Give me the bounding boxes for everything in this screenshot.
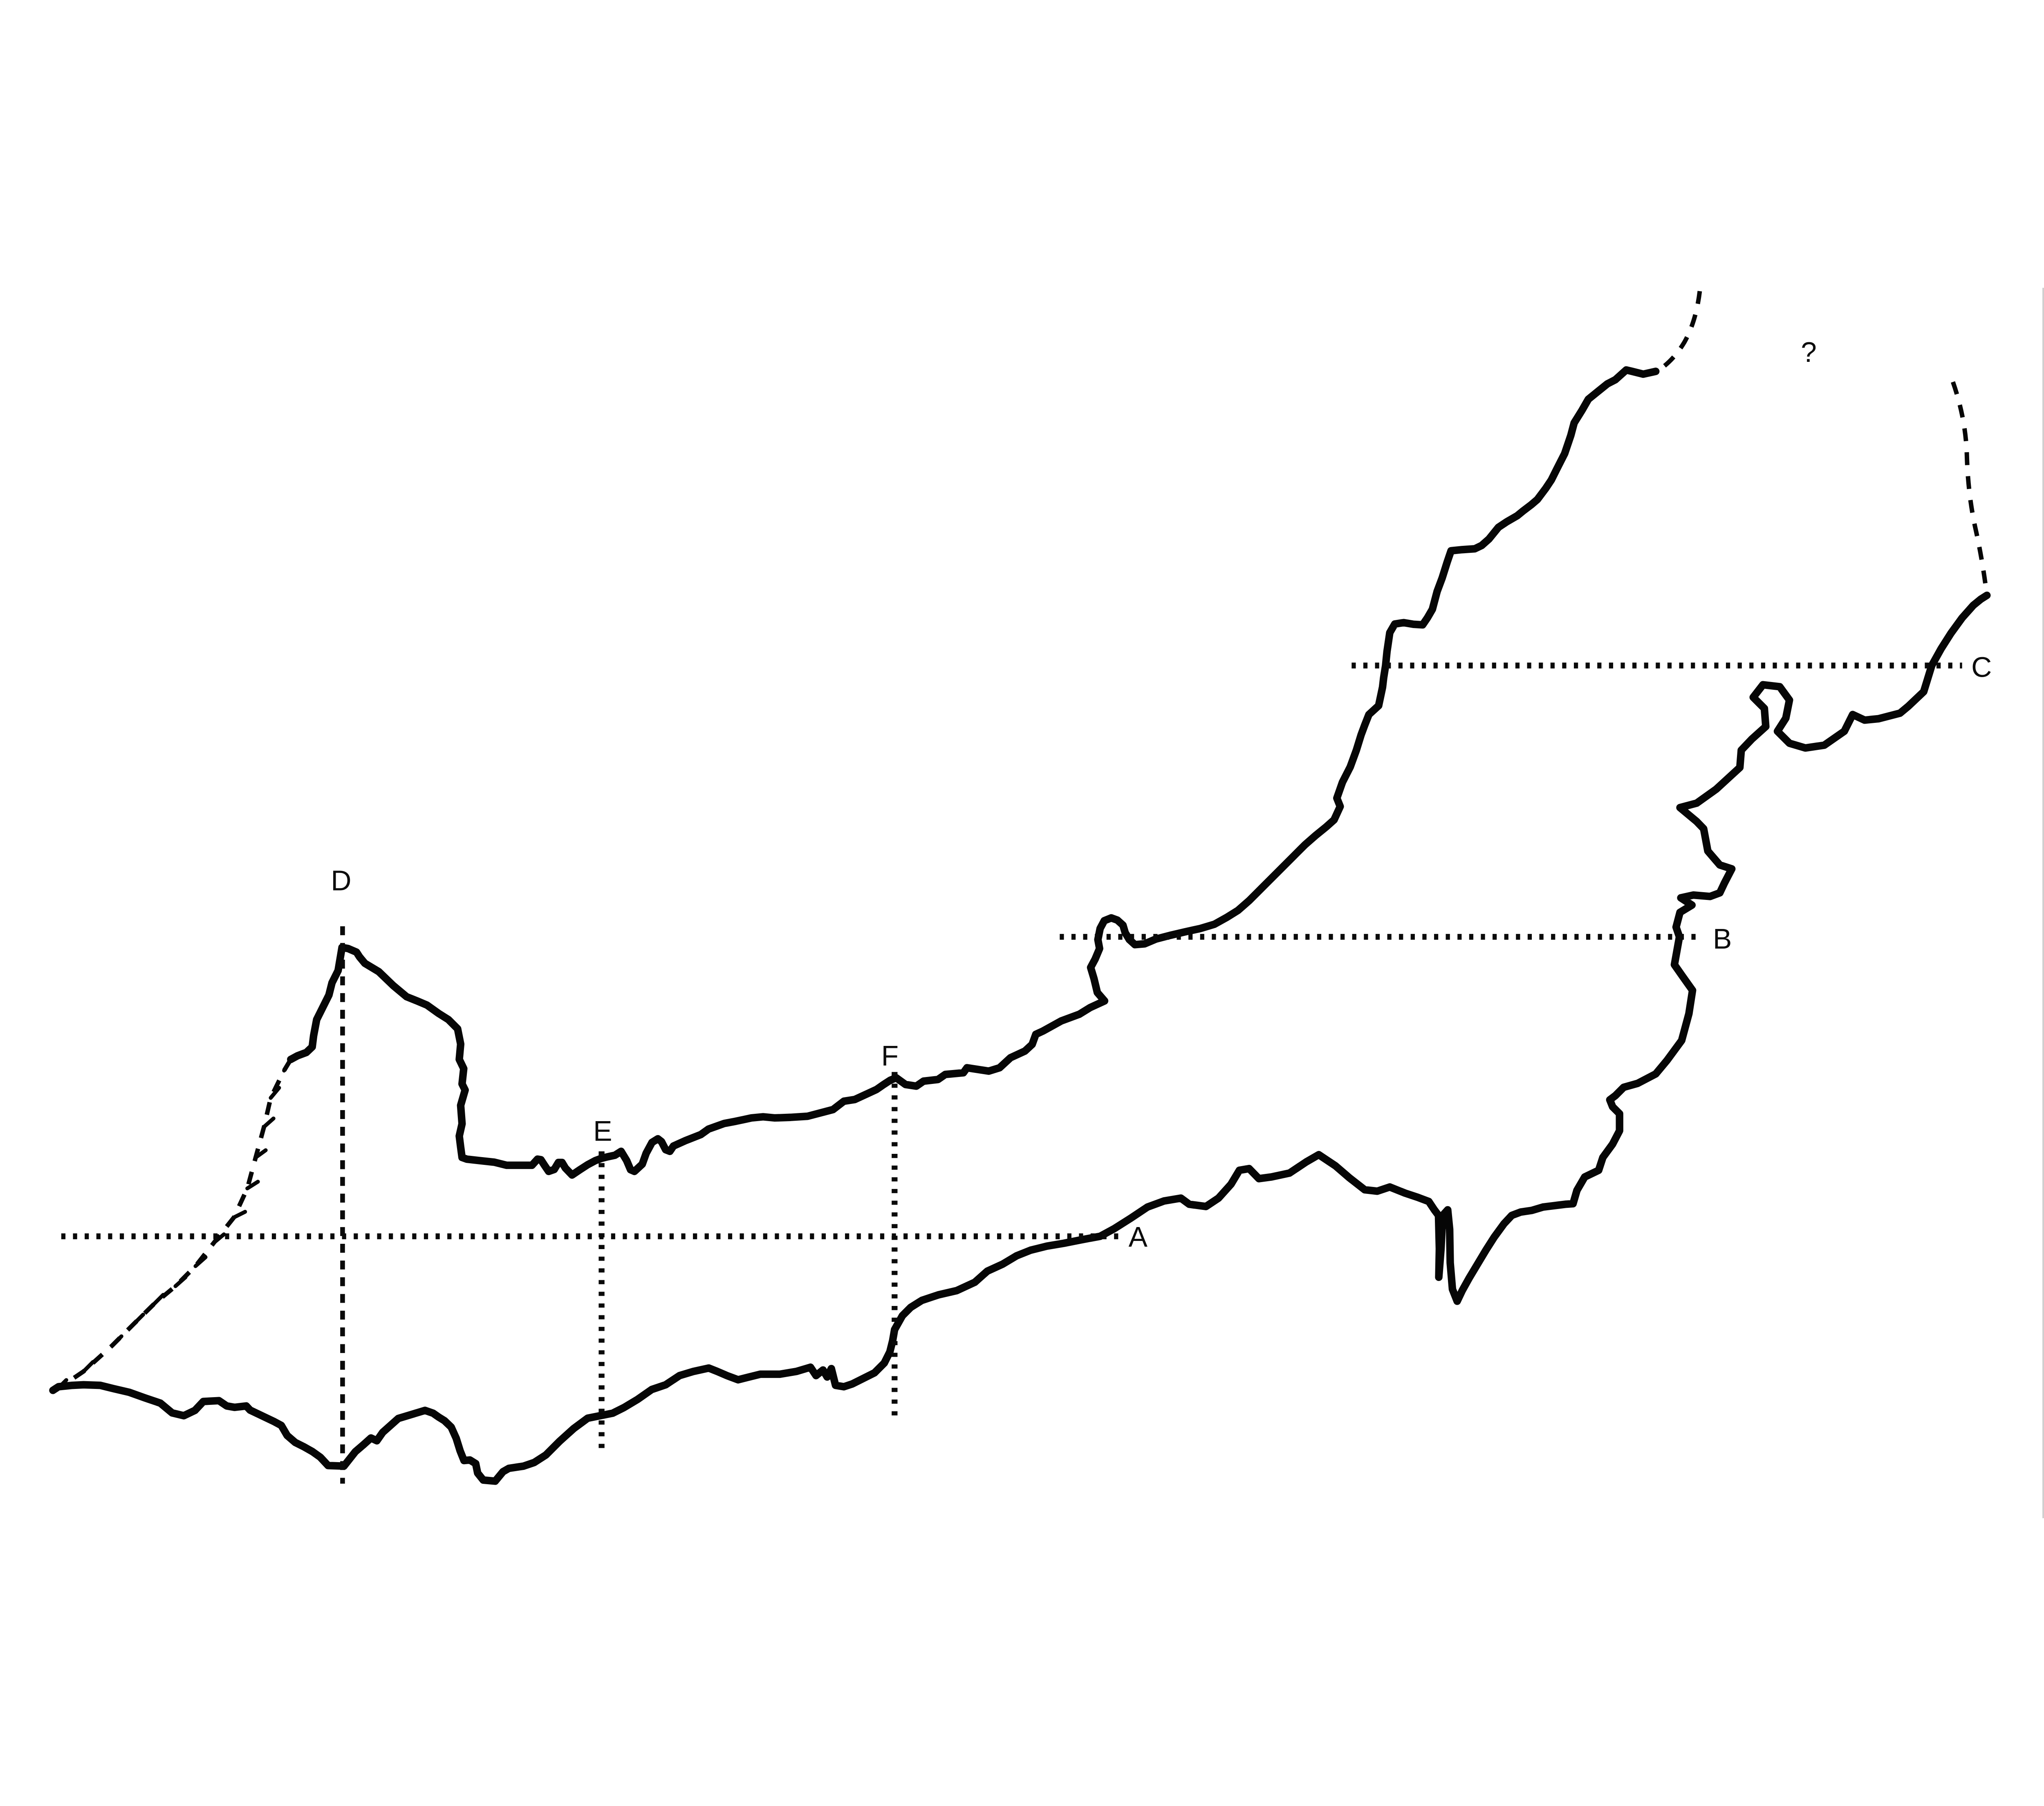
coastline-north — [287, 366, 1660, 1179]
west-border-hachure-ticks — [55, 1057, 294, 1392]
label-e: E — [593, 1115, 612, 1147]
northeast-dashed-continuation — [1656, 291, 1702, 373]
label-a: A — [1129, 1221, 1148, 1253]
label-d: D — [331, 865, 351, 897]
west-border-hachured-line — [52, 1058, 293, 1393]
label-b: B — [1713, 923, 1732, 955]
coastline-south — [49, 591, 1991, 1485]
label-f: F — [881, 1040, 899, 1072]
question-mark-label: ? — [1801, 336, 1817, 368]
label-c: C — [1971, 651, 1992, 683]
east-dashed-continuation — [1951, 381, 1989, 596]
